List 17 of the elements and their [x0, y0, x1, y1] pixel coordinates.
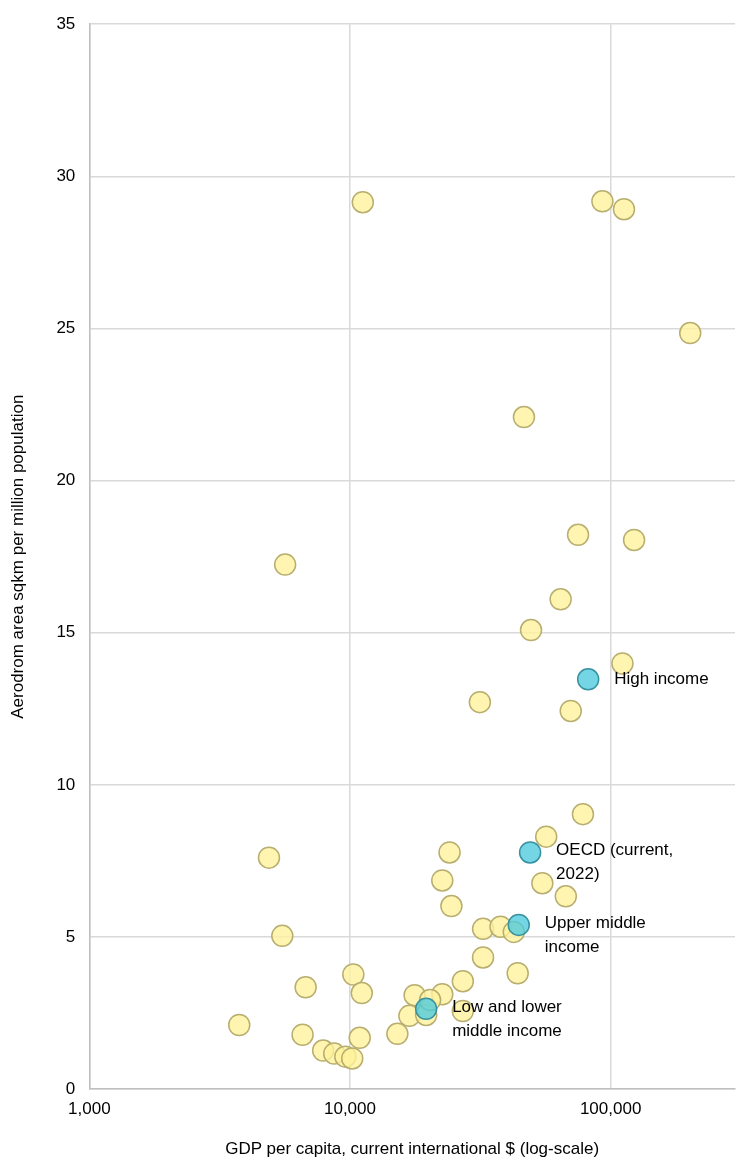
y-tick-label: 15 — [56, 622, 76, 642]
annotation: Upper middle income — [544, 912, 646, 956]
y-tick-label: 30 — [56, 166, 76, 186]
y-tick-label: 25 — [56, 318, 76, 338]
x-axis-title: GDP per capita, current international $ (log-scale) — [225, 1139, 600, 1159]
x-tick-label: 1,000 — [68, 1099, 111, 1119]
x-tick-label: 100,000 — [579, 1099, 642, 1119]
y-tick-label: 5 — [65, 926, 76, 946]
annotation: High income — [614, 669, 709, 689]
y-tick-label: 10 — [56, 774, 76, 794]
y-tick-label: 0 — [65, 1078, 76, 1098]
x-tick-label: 10,000 — [323, 1099, 376, 1119]
annotation: OECD (current, 2022) — [556, 840, 674, 884]
y-tick-label: 20 — [56, 470, 76, 490]
y-tick-label: 35 — [56, 13, 76, 33]
y-axis-title: Aerodrom area sqkm per million population — [7, 394, 27, 719]
annotation: Low and lower middle income — [452, 996, 563, 1040]
